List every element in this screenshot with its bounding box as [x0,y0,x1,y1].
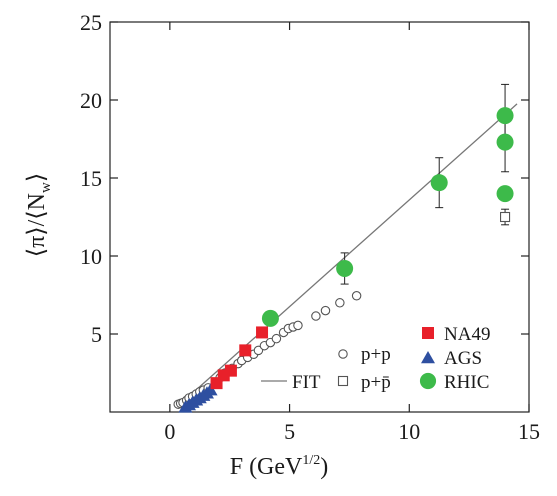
y-tick-label: 10 [80,244,102,269]
x-tick-label: 0 [164,419,175,444]
legend-pp-label: p+p [361,344,391,365]
na49-point [256,326,269,339]
plot-frame [109,21,530,413]
legend-ppbar-label: p+p̄ [361,372,391,393]
pp-point [335,298,345,308]
ags-point [203,383,218,396]
rhic-point [496,133,514,151]
legend-na49-marker [422,327,434,339]
x-tick-label: 15 [518,419,540,444]
pp-point [271,333,282,344]
pp-point [293,320,303,331]
pp-point [320,305,331,316]
na49-point [224,364,237,377]
y-tick-label: 5 [91,322,102,347]
legend-fit-label: FIT [292,372,321,393]
legend-rhic-marker [419,372,437,390]
fit-line [181,103,518,404]
rhic-point [430,174,448,192]
rhic-point [336,259,354,277]
rhic-point [496,107,514,125]
legend-na49-label: NA49 [444,324,490,345]
pp-point [311,311,321,321]
x-tick-label: 5 [284,419,295,444]
y-tick-label: 20 [80,88,102,113]
legend-ags-label: AGS [444,348,482,369]
legend-rhic-label: RHIC [444,372,489,393]
y-axis-title: ⟨π⟩/⟨Nw⟩ [24,173,54,257]
y-tick-label: 15 [80,166,102,191]
ppbar-point [500,211,511,223]
y-tick-label: 25 [80,10,102,35]
legend-ppbar-marker [337,375,349,387]
x-tick-label: 10 [398,419,420,444]
na49-point [239,344,252,357]
rhic-point [496,185,514,203]
rhic-point [261,309,279,327]
x-axis-title: F (GeV1/2) [230,453,329,480]
legend-pp-marker [338,349,348,359]
legend-ags-marker [421,351,435,364]
pp-point [351,291,362,301]
